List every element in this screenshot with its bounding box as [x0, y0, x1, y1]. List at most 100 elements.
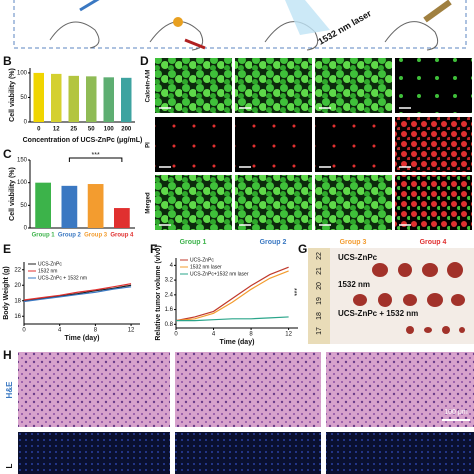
- x-axis-label: Time (day): [65, 335, 100, 342]
- micrograph: [235, 58, 312, 113]
- schematic-frame: [13, 0, 467, 49]
- series-line: [23, 286, 132, 303]
- panel-label: B: [3, 54, 12, 68]
- x-tick-label: 50: [88, 127, 95, 133]
- series-line: [176, 316, 289, 322]
- scale-bar-label: 100 μm: [444, 409, 468, 416]
- x-tick-label: 4: [212, 332, 216, 338]
- tumor-icon: [173, 17, 183, 27]
- x-tick-label: Group 3: [84, 233, 108, 239]
- y-tick-label: 0: [24, 226, 28, 232]
- micrograph: [155, 175, 232, 230]
- micrograph: [315, 175, 392, 230]
- y-tick-label: 3.2: [165, 278, 174, 284]
- y-tick-label: 0.8: [165, 322, 174, 328]
- group-label: Group 4: [420, 239, 447, 246]
- micrograph: [315, 117, 392, 172]
- x-tick-label: 25: [70, 127, 77, 133]
- bar: [33, 72, 44, 122]
- series-line: [23, 283, 132, 301]
- legend-label: 1532 nm laser: [190, 264, 222, 270]
- y-tick-label: 20: [14, 283, 21, 289]
- bar: [61, 185, 78, 228]
- x-tick-label: 4: [58, 328, 62, 334]
- x-tick-label: 12: [53, 127, 60, 133]
- tumor-label: UCS-ZnPc + 1532 nm: [338, 309, 418, 318]
- ruler-label: 21: [316, 267, 323, 275]
- row-label: PI: [146, 142, 152, 148]
- x-tick-label: 0: [174, 332, 178, 338]
- legend-label: UCS-ZnPc: [190, 257, 214, 263]
- bar: [103, 77, 114, 122]
- series-line: [175, 270, 289, 322]
- fluorescence-image: [326, 432, 474, 474]
- series-line: [175, 266, 289, 322]
- significance-bracket: [68, 157, 123, 162]
- legend-label: UCS-ZnPc: [38, 261, 62, 267]
- series-line: [23, 284, 132, 302]
- y-tick-label: 16: [14, 314, 21, 320]
- bar: [114, 208, 130, 228]
- x-tick-label: Group 1: [32, 233, 56, 239]
- panel-label: D: [140, 54, 149, 68]
- y-tick-label: 4: [170, 263, 174, 269]
- x-tick-label: Group 2: [58, 233, 82, 239]
- micrograph: [395, 117, 472, 172]
- bar: [121, 77, 132, 122]
- tumor-label: UCS-ZnPc: [338, 253, 378, 262]
- ruler: [308, 248, 330, 344]
- syringe-icon: [184, 38, 206, 50]
- annotation: ***: [290, 288, 297, 296]
- ruler-label: 22: [316, 252, 323, 260]
- micrograph: [235, 175, 312, 230]
- row-label: H&E: [5, 381, 14, 399]
- panel-label: E: [3, 242, 11, 256]
- x-axis-label: Time (day): [220, 339, 255, 346]
- y-tick-label: 2.4: [165, 292, 174, 298]
- y-tick-label: 150: [17, 158, 28, 164]
- x-tick-label: 200: [121, 127, 132, 133]
- x-tick-label: Group 4: [110, 233, 134, 239]
- micrograph: [155, 58, 232, 113]
- bar: [68, 75, 79, 122]
- y-axis-label: Cell viability (%): [9, 68, 16, 122]
- x-axis-label: Concentration of UCS-ZnPc (μg/mL): [23, 137, 143, 144]
- legend-label: 1532 nm: [38, 268, 57, 274]
- syringe-icon: [79, 0, 100, 12]
- legend-label: UCS-ZnPc+1532 nm laser: [190, 271, 249, 277]
- caliper-icon: [423, 0, 452, 23]
- y-tick-label: 0: [24, 120, 28, 126]
- bar: [51, 73, 62, 122]
- ruler-label: 20: [316, 282, 323, 290]
- annotation: ***: [92, 152, 100, 159]
- y-axis-label: Body Weight (g): [3, 266, 10, 320]
- fluorescence-image: [175, 432, 321, 474]
- micrograph: [395, 58, 472, 113]
- x-tick-label: 8: [249, 332, 253, 338]
- x-tick-label: 12: [285, 332, 292, 338]
- bar: [86, 76, 97, 122]
- y-tick-label: 100: [17, 70, 28, 76]
- group-label: Group 2: [260, 239, 287, 246]
- micrograph: [235, 117, 312, 172]
- micrograph: [155, 117, 232, 172]
- ruler-label: 19: [316, 297, 323, 305]
- panel-label: C: [3, 147, 12, 161]
- group-label: Group 3: [340, 239, 367, 246]
- x-tick-label: 100: [104, 127, 115, 133]
- he-image: [18, 352, 170, 427]
- y-tick-label: 1.6: [165, 307, 174, 313]
- x-tick-label: 12: [128, 328, 135, 334]
- row-label: Merged: [146, 192, 152, 214]
- mouse-icons: [49, 21, 439, 51]
- panel-label: H: [3, 348, 12, 362]
- group-label: Group 1: [180, 239, 207, 246]
- laser-beam: [285, 0, 330, 35]
- x-tick-label: 0: [22, 328, 26, 334]
- micrograph: [315, 58, 392, 113]
- y-tick-label: 18: [14, 298, 21, 304]
- y-axis-label: Relative tumor volume (v/v0): [155, 245, 162, 340]
- he-image: [175, 352, 321, 427]
- panel-label: F: [150, 242, 157, 256]
- legend-label: UCS-ZnPc + 1532 nm: [38, 275, 87, 281]
